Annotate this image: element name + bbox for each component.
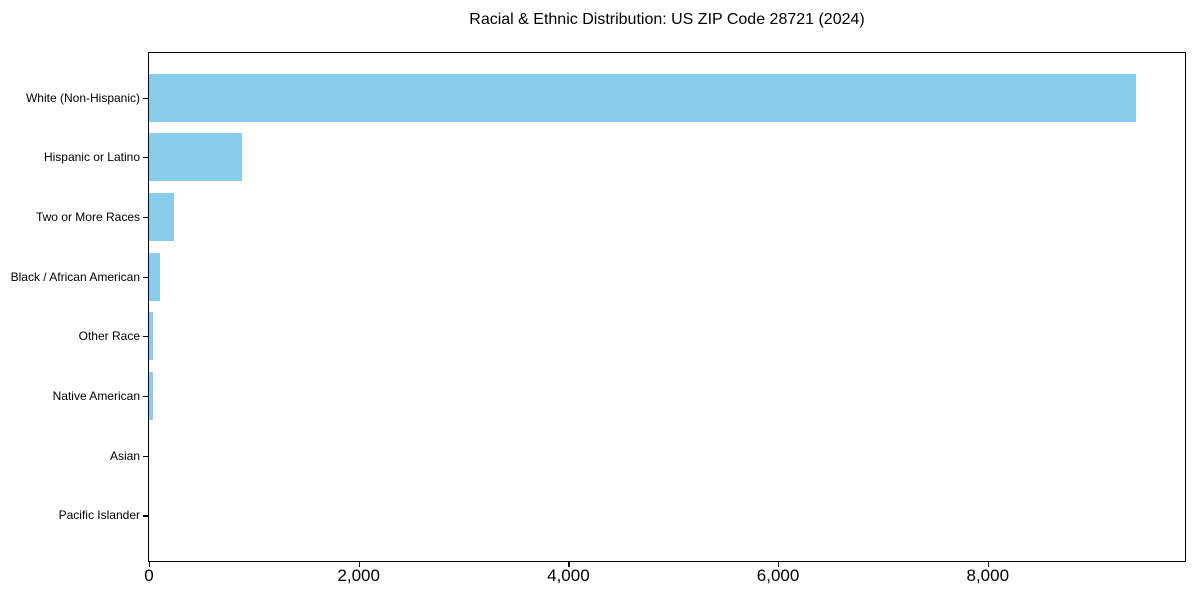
- y-tick-label-pacific-islander: Pacific Islander: [58, 508, 140, 523]
- y-tick-label-white-non-hispanic: White (Non-Hispanic): [25, 90, 140, 105]
- x-axis-tick: [358, 561, 360, 567]
- bar-hispanic-or-latino: [149, 133, 243, 182]
- x-tick-label-2000: 2,000: [337, 566, 380, 585]
- y-tick-label-native-american: Native American: [52, 389, 140, 403]
- bar-black-african-american: [149, 252, 160, 301]
- bar-white-non-hispanic: [149, 73, 1136, 122]
- bar-two-or-more-races: [149, 192, 174, 241]
- x-tick-label-6000: 6,000: [756, 566, 800, 585]
- x-axis-tick: [778, 561, 780, 567]
- bar-native-american: [149, 372, 154, 420]
- y-axis-tick: [143, 455, 149, 457]
- bar-other-race: [149, 312, 153, 361]
- y-axis-tick: [143, 216, 149, 219]
- x-tick-label-8000: 8,000: [966, 566, 1010, 585]
- x-tick-label-0: 0: [144, 566, 154, 585]
- y-tick-label-black-african-american: Black / African American: [10, 269, 140, 284]
- y-axis-tick: [143, 396, 149, 398]
- x-tick-label-4000: 4,000: [547, 566, 590, 585]
- x-axis-tick: [568, 561, 570, 567]
- plot-area: White (Non-Hispanic) Hispanic or Latino Tw…: [11, 52, 1186, 585]
- y-axis-tick: [143, 97, 149, 99]
- chart-title: Racial & Ethnic Distribution: US ZIP Cod…: [469, 11, 865, 28]
- y-tick-label-asian: Asian: [109, 448, 140, 463]
- y-tick-label-two-or-more-races: Two or More Races: [35, 209, 140, 224]
- y-tick-label-other-race: Other Race: [78, 329, 140, 344]
- x-axis-tick: [149, 561, 151, 567]
- y-axis-tick: [143, 336, 149, 338]
- x-axis-tick: [987, 561, 989, 567]
- y-axis-tick: [143, 276, 149, 278]
- y-tick-label-hispanic-or-latino: Hispanic or Latino: [43, 150, 140, 165]
- y-axis-tick: [143, 515, 149, 517]
- y-axis-tick: [143, 157, 149, 159]
